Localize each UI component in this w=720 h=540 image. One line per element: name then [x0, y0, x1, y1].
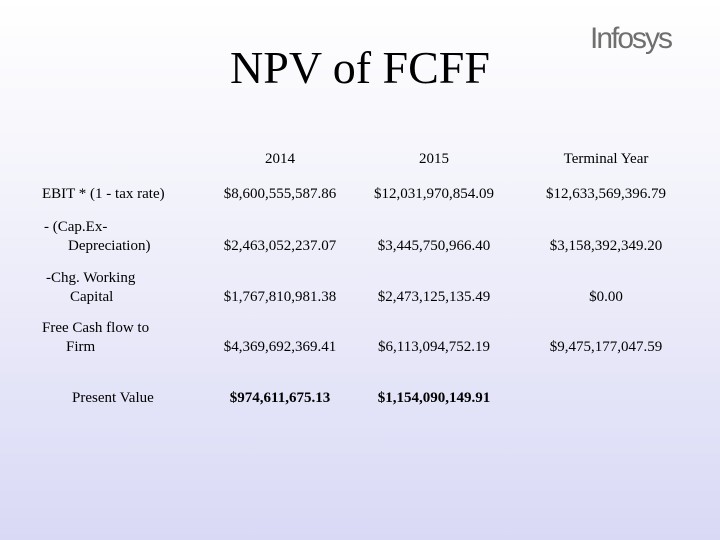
cell-capex-2014: $2,463,052,237.07 — [223, 238, 337, 254]
column-header-2015: 2015 — [419, 151, 449, 167]
cell-ebit-terminal: $12,633,569,396.79 — [546, 186, 666, 202]
infosys-logo: Infosys — [590, 22, 673, 55]
column-header-terminal-year: Terminal Year — [563, 151, 649, 167]
row-label-working-capital-line2: Capital — [70, 289, 114, 305]
column-header-2014: 2014 — [265, 151, 295, 167]
cell-capex-terminal: $3,158,392,349.20 — [549, 238, 663, 254]
cell-working-capital-2015: $2,473,125,135.49 — [377, 289, 491, 305]
row-label-fcff-line2: Firm — [66, 339, 96, 355]
cell-present-value-2015: $1,154,090,149.91 — [377, 390, 491, 406]
row-label-working-capital-line1: -Chg. Working — [46, 270, 136, 286]
row-label-fcff: Free Cash flow to Firm — [42, 319, 149, 357]
row-label-capex: - (Cap.Ex- Depreciation) — [44, 218, 150, 256]
slide-title: NPV of FCFF — [230, 42, 490, 93]
cell-capex-2015: $3,445,750,966.40 — [377, 238, 491, 254]
cell-fcff-2014: $4,369,692,369.41 — [223, 339, 337, 355]
row-label-fcff-line1: Free Cash flow to — [42, 320, 150, 336]
cell-ebit-2014: $8,600,555,587.86 — [223, 186, 337, 202]
row-label-working-capital: -Chg. Working Capital — [46, 269, 135, 307]
cell-fcff-terminal: $9,475,177,047.59 — [549, 339, 663, 355]
cell-fcff-2015: $6,113,094,752.19 — [378, 339, 490, 355]
row-label-present-value: Present Value — [72, 390, 154, 406]
cell-present-value-2014: $974,611,675.13 — [229, 390, 331, 406]
row-label-ebit: EBIT * (1 - tax rate) — [42, 186, 165, 202]
row-label-capex-line2: Depreciation) — [68, 238, 151, 254]
cell-working-capital-2014: $1,767,810,981.38 — [223, 289, 337, 305]
cell-ebit-2015: $12,031,970,854.09 — [374, 186, 494, 202]
row-label-capex-line1: - (Cap.Ex- — [44, 219, 108, 235]
cell-working-capital-terminal: $0.00 — [589, 289, 623, 305]
